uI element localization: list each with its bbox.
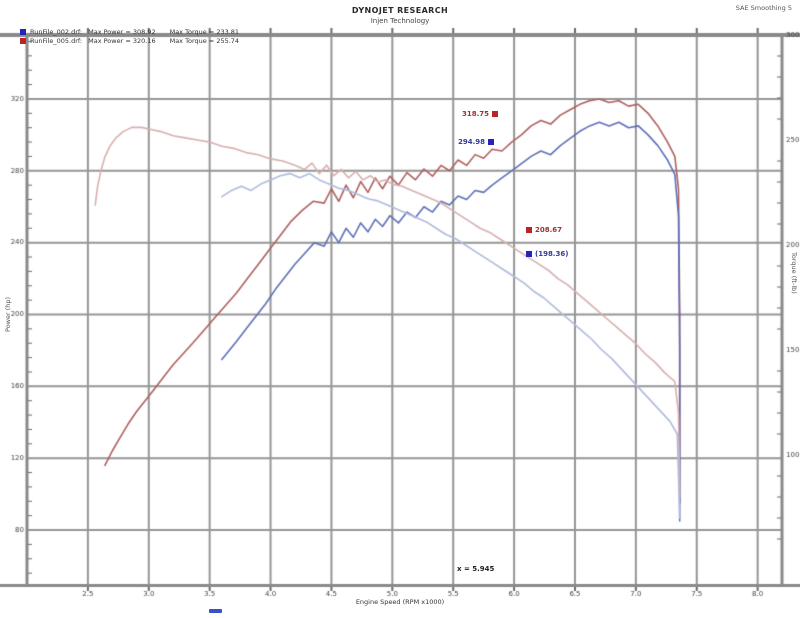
x-axis-title: Engine Speed (RPM x1000) [355, 598, 445, 606]
torque-value-label-red: 208.67 [526, 226, 562, 234]
legend-file-label: RunFile_005.drf: [30, 36, 83, 45]
chart-subtitle: Injen Technology [370, 17, 430, 25]
red-square-marker-icon [526, 227, 532, 233]
legend-file-label: RunFile_002.drf: [30, 27, 83, 36]
power-value-label-blue: 294.98 [458, 138, 495, 146]
blue-square-marker-icon [488, 139, 495, 145]
legend-max-power: Max Power = 308.92 [88, 27, 156, 36]
red-square-marker-icon [20, 37, 26, 44]
blue-square-marker-icon [20, 28, 26, 35]
legend-max-torque: Max Torque = 233.81 [169, 27, 240, 36]
power-value-label-red: 318.75 [462, 110, 499, 118]
legend-max-power: Max Power = 320.16 [88, 36, 156, 45]
y-axis-title-left: Power (hp) [4, 296, 12, 332]
torque-value-label-blue: (198.36) [526, 250, 568, 258]
chart-title: DYNOJET RESEARCH [351, 6, 449, 15]
y-axis-title-right: Torque (ft-lb) [790, 252, 798, 294]
legend-max-torque: Max Torque = 255.74 [169, 36, 240, 45]
cursor-x-readout: x = 5.945 [457, 565, 495, 573]
blue-dash-artifact [209, 609, 222, 613]
red-square-marker-icon [492, 111, 499, 117]
legend-row-red: RunFile_005.drf: Max Power = 320.16 Max … [20, 36, 239, 45]
run-legend: RunFile_002.drf: Max Power = 308.92 Max … [20, 27, 239, 45]
smoothing-note: SAE Smoothing 5 [735, 4, 792, 12]
legend-row-blue: RunFile_002.drf: Max Power = 308.92 Max … [20, 27, 239, 36]
blue-square-marker-icon [526, 251, 532, 257]
